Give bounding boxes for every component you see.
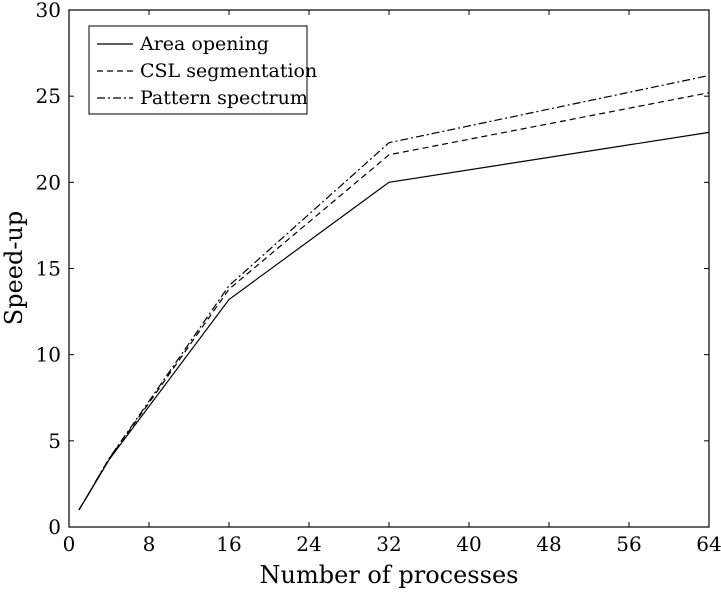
x-tick-label: 16 — [216, 532, 241, 556]
x-tick-label: 48 — [536, 532, 561, 556]
x-tick-label: 56 — [616, 532, 641, 556]
y-tick-label: 25 — [36, 84, 61, 108]
legend-label: CSL segmentation — [140, 60, 317, 82]
x-tick-label: 64 — [696, 532, 721, 556]
y-axis-label: Speed-up — [0, 211, 28, 326]
x-tick-label: 32 — [376, 532, 401, 556]
y-tick-label: 15 — [36, 257, 61, 281]
legend: Area opening CSL segmentation Pattern spec… — [88, 25, 317, 115]
y-tick-label: 0 — [48, 515, 61, 539]
y-tick-label: 10 — [36, 343, 61, 367]
x-tick-label: 8 — [143, 532, 156, 556]
legend-label: Pattern spectrum — [140, 87, 308, 109]
x-tick-label: 24 — [296, 532, 321, 556]
x-tick-label: 0 — [63, 532, 76, 556]
series-layer — [78, 74, 710, 511]
series-line-2 — [78, 92, 710, 511]
series-line-1 — [78, 131, 710, 511]
x-tick-label: 40 — [456, 532, 481, 556]
y-tick-label: 20 — [36, 170, 61, 194]
y-tick-label: 5 — [48, 429, 61, 453]
x-axis-label: Number of processes — [260, 561, 519, 589]
y-tick-label: 30 — [36, 0, 61, 22]
legend-label: Area opening — [139, 33, 269, 55]
series-line-3 — [78, 74, 710, 511]
axis-ticks: 0 8 16 24 32 40 48 56 64 0 5 10 15 20 25 30 — [36, 0, 721, 556]
legend-box — [88, 25, 308, 115]
